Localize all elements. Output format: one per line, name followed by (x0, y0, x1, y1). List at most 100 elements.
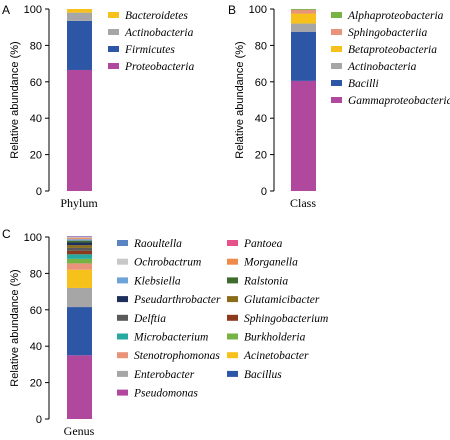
legend-swatch-c-pseudomonas (117, 389, 128, 396)
legend-label-b-betaproteobacteria: Betaproteobacteria (348, 44, 437, 56)
legend-label-c-sphingobacterium: Sphingobacterium (244, 313, 328, 325)
bar-segment-a-proteobacteria (67, 69, 92, 191)
bar-segment-c-stenotrophomonas (67, 263, 92, 270)
legend-label-b-alphaproteobacteria: Alphaproteobacteria (347, 10, 444, 22)
legend-swatch-b-actinobacteria (331, 63, 342, 69)
y-tick-label-c: 100 (24, 232, 42, 244)
legend-label-c-pseudarthrobacter: Pseudarthrobacter (133, 294, 221, 306)
legend-swatch-b-bacilli (331, 80, 342, 86)
legend-swatch-c-raoultella (117, 240, 128, 246)
bar-segment-c-bacillus (67, 307, 92, 356)
legend-label-c-morganella: Morganella (243, 257, 298, 269)
bar-segment-c-raoultella (67, 236, 92, 237)
legend-swatch-b-alphaproteobacteria (331, 12, 342, 18)
bar-segment-c-enterobacter (67, 287, 92, 308)
bar-segment-c-burkholderia (67, 258, 92, 264)
legend-swatch-b-betaproteobacteria (331, 46, 342, 52)
y-tick-label-a: 0 (36, 186, 42, 198)
legend-label-c-pantoea: Pantoea (243, 238, 283, 250)
bar-segment-a-firmicutes (67, 20, 92, 70)
legend-label-c-raoultella: Raoultella (133, 238, 182, 250)
legend-label-c-ralstonia: Ralstonia (243, 275, 288, 287)
legend-swatch-c-delftia (117, 314, 128, 321)
y-tick-label-a: 40 (30, 113, 42, 125)
bar-segment-c-glutamicibacter (67, 245, 92, 248)
bar-segment-b-gammaproteobacteria (291, 80, 316, 191)
legend-label-c-delftia: Delftia (133, 313, 166, 325)
y-tick-label-b: 100 (249, 4, 267, 16)
bar-segment-c-acinetobacter (67, 269, 92, 288)
bar-segment-a-bacteroidetes (67, 9, 92, 13)
legend-label-c-burkholderia: Burkholderia (244, 332, 306, 344)
legend-swatch-a-proteobacteria (108, 63, 119, 69)
y-tick-label-b: 40 (255, 113, 267, 125)
bar-segment-b-bacilli (291, 31, 316, 81)
legend-label-b-sphingobacteriia: Sphingobacteriia (348, 27, 427, 39)
y-tick-label-b: 60 (255, 77, 267, 89)
bar-segment-b-sphingobacteriia (291, 9, 316, 14)
bar-segment-b-actinobacteria (291, 23, 316, 32)
legend-swatch-c-klebsiella (117, 277, 128, 284)
y-tick-label-c: 80 (30, 268, 42, 280)
y-tick-label-c: 40 (30, 341, 42, 353)
legend-label-c-enterobacter: Enterobacter (133, 369, 195, 381)
y-tick-label-c: 0 (36, 414, 42, 426)
bar-segment-c-sphingobacterium (67, 250, 92, 255)
legend-swatch-c-stenotrophomonas (117, 352, 128, 359)
legend-swatch-c-morganella (227, 258, 238, 265)
y-axis-title-a: Relative abundance (%) (9, 41, 21, 158)
legend-label-c-bacillus: Bacillus (244, 369, 282, 381)
legend-label-c-acinetobacter: Acinetobacter (243, 350, 309, 362)
legend-swatch-c-glutamicibacter (227, 296, 238, 303)
bar-segment-c-pseudarthrobacter (67, 242, 92, 246)
x-category-label-c: Genus (64, 424, 95, 438)
panel-label-b: B (228, 3, 236, 17)
y-tick-label-c: 20 (30, 378, 42, 390)
legend-swatch-c-bacillus (227, 370, 238, 377)
legend-swatch-c-pseudarthrobacter (117, 296, 128, 303)
legend-label-a-actinobacteria: Actinobacteria (124, 27, 194, 39)
legend-swatch-c-sphingobacterium (227, 314, 238, 321)
legend-label-a-proteobacteria: Proteobacteria (124, 61, 194, 73)
bar-segment-c-ochrobactrum (67, 237, 92, 239)
bar-segment-c-klebsiella (67, 239, 92, 241)
legend-label-a-firmicutes: Firmicutes (124, 44, 175, 56)
y-tick-label-a: 100 (24, 4, 42, 16)
panel-label-c: C (2, 227, 11, 241)
legend-label-c-stenotrophomonas: Stenotrophomonas (134, 350, 220, 362)
legend-swatch-b-gammaproteobacteria (331, 97, 342, 103)
x-category-label-a: Phylum (60, 196, 98, 210)
legend-label-a-bacteroidetes: Bacteroidetes (125, 10, 188, 22)
y-tick-label-a: 60 (30, 77, 42, 89)
legend-swatch-c-ochrobactrum (117, 258, 128, 265)
y-axis-title-c: Relative abundance (%) (9, 269, 21, 386)
y-tick-label-c: 60 (30, 305, 42, 317)
y-axis-title-b: Relative abundance (%) (234, 41, 246, 158)
legend-swatch-c-microbacterium (117, 333, 128, 340)
legend-swatch-c-enterobacter (117, 370, 128, 377)
y-tick-label-a: 20 (30, 150, 42, 162)
legend-swatch-a-bacteroidetes (108, 12, 119, 18)
bar-segment-c-pantoea (67, 236, 92, 238)
bar-segment-c-morganella (67, 238, 92, 240)
bar-segment-c-pseudomonas (67, 355, 92, 419)
legend-swatch-c-acinetobacter (227, 352, 238, 359)
bar-segment-c-delftia (67, 247, 92, 251)
y-tick-label-b: 20 (255, 150, 267, 162)
bar-segment-b-betaproteobacteria (291, 13, 316, 24)
legend-label-c-glutamicibacter: Glutamicibacter (244, 294, 320, 306)
x-category-label-b: Class (290, 196, 316, 210)
legend-label-b-bacilli: Bacilli (348, 78, 379, 90)
bar-segment-a-actinobacteria (67, 12, 92, 21)
legend-swatch-c-burkholderia (227, 333, 238, 340)
legend-swatch-c-pantoea (227, 240, 238, 246)
y-tick-label-a: 80 (30, 40, 42, 52)
bar-segment-c-microbacterium (67, 254, 92, 259)
panel-label-a: A (2, 3, 10, 17)
bar-segment-b-alphaproteobacteria (291, 9, 316, 10)
legend-label-b-actinobacteria: Actinobacteria (347, 61, 417, 73)
y-tick-label-b: 80 (255, 40, 267, 52)
legend-label-c-ochrobactrum: Ochrobactrum (134, 257, 201, 269)
legend-label-c-microbacterium: Microbacterium (133, 332, 208, 344)
